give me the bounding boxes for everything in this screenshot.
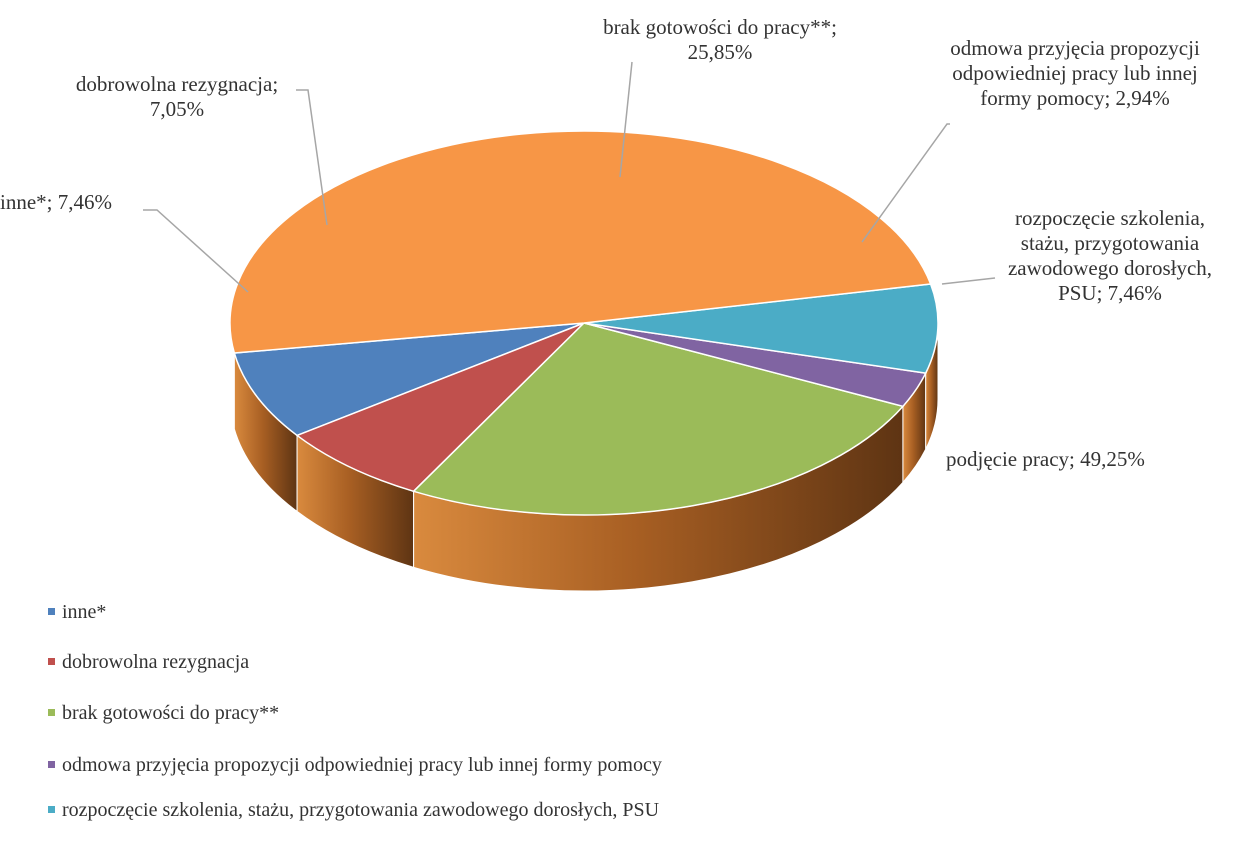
- legend-item-dobrowolna-rezygnacja: dobrowolna rezygnacja: [48, 650, 249, 674]
- legend-item-odmowa: odmowa przyjęcia propozycji odpowiedniej…: [48, 753, 728, 777]
- data-label-podjecie-pracy: podjęcie pracy; 49,25%: [946, 447, 1145, 471]
- data-label-dobrowolna-rezygnacja: dobrowolna rezygnacja; 7,05%: [75, 72, 279, 121]
- data-label-inne: inne*; 7,46%: [0, 190, 112, 214]
- legend-item-brak-gotowosci: brak gotowości do pracy**: [48, 701, 279, 725]
- leader-line-dobrowolna-rezygnacja: [296, 89, 328, 226]
- legend-item-inne: inne*: [48, 600, 106, 624]
- data-label-brak-gotowosci: brak gotowości do pracy**; 25,85%: [603, 15, 837, 64]
- leader-line-odmowa: [861, 123, 950, 243]
- legend-label: odmowa przyjęcia propozycji odpowiedniej…: [62, 754, 662, 776]
- pie-slice-brak-gotowosci-do-pracy: [412, 322, 905, 516]
- legend-swatch-icon: [48, 761, 55, 768]
- data-label-odmowa: odmowa przyjęcia propozycji odpowiedniej…: [950, 36, 1200, 110]
- leader-line-inne: [143, 209, 249, 293]
- legend-swatch-icon: [48, 608, 55, 615]
- pie-slice-dobrowolna-rezygnacja: [295, 322, 585, 493]
- leader-line-brak-gotowosci: [619, 61, 633, 178]
- pie-slice-rozpoczecie-szkolenia-stazu-przygotowania-zawodowego-doros-ych-psu: [583, 283, 939, 374]
- leader-line-rozpoczecie: [941, 277, 996, 285]
- pie-slice-inne: [233, 322, 585, 437]
- legend-item-rozpoczecie: rozpoczęcie szkolenia, stażu, przygotowa…: [48, 798, 748, 822]
- legend-swatch-icon: [48, 658, 55, 665]
- legend-label: rozpoczęcie szkolenia, stażu, przygotowa…: [62, 799, 660, 821]
- legend-swatch-icon: [48, 709, 55, 716]
- legend-label: dobrowolna rezygnacja: [62, 651, 250, 673]
- data-label-rozpoczecie: rozpoczęcie szkolenia, stażu, przygotowa…: [1007, 206, 1213, 305]
- pie-slice-podjecie-pracy: [229, 130, 932, 354]
- legend-label: inne*: [62, 601, 107, 623]
- legend-swatch-icon: [48, 806, 55, 813]
- legend-label: brak gotowości do pracy**: [62, 702, 280, 724]
